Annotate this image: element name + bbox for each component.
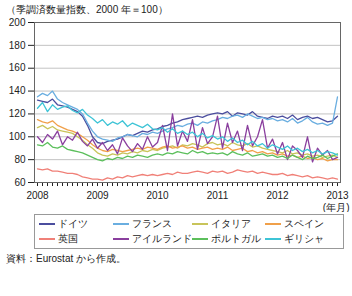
svg-text:(年月): (年月): [323, 202, 350, 213]
html-text:アイルランド: アイルランド: [131, 233, 192, 244]
html-text:資料：Eurostat から作成。: 資料：Eurostat から作成。: [6, 253, 126, 264]
svg-text:200: 200: [9, 17, 26, 28]
svg-text:160: 160: [9, 62, 26, 73]
svg-text:100: 100: [9, 131, 26, 142]
html-text:スペイン: スペイン: [284, 218, 325, 229]
svg-text:60: 60: [14, 177, 26, 188]
html-text:ギリシャ: ギリシャ: [284, 233, 325, 244]
svg-text:2009: 2009: [86, 190, 109, 201]
html-text:ポルトガル: ポルトガル: [210, 233, 261, 244]
svg-text:2013: 2013: [326, 190, 349, 201]
svg-text:2012: 2012: [266, 190, 289, 201]
svg-text:140: 140: [9, 85, 26, 96]
html-text:イタリア: イタリア: [210, 218, 251, 229]
html-text:英国: 英国: [58, 233, 78, 244]
svg-text:80: 80: [14, 154, 26, 165]
svg-text:2008: 2008: [26, 190, 49, 201]
html-text:（季調済数量指数、2000 年＝100）: （季調済数量指数、2000 年＝100）: [6, 4, 168, 15]
html-text:ドイツ: ドイツ: [58, 218, 88, 229]
html-text:フランス: フランス: [131, 218, 172, 229]
svg-text:180: 180: [9, 40, 26, 51]
svg-text:2010: 2010: [146, 190, 169, 201]
svg-text:120: 120: [9, 108, 26, 119]
svg-text:2011: 2011: [207, 190, 229, 201]
